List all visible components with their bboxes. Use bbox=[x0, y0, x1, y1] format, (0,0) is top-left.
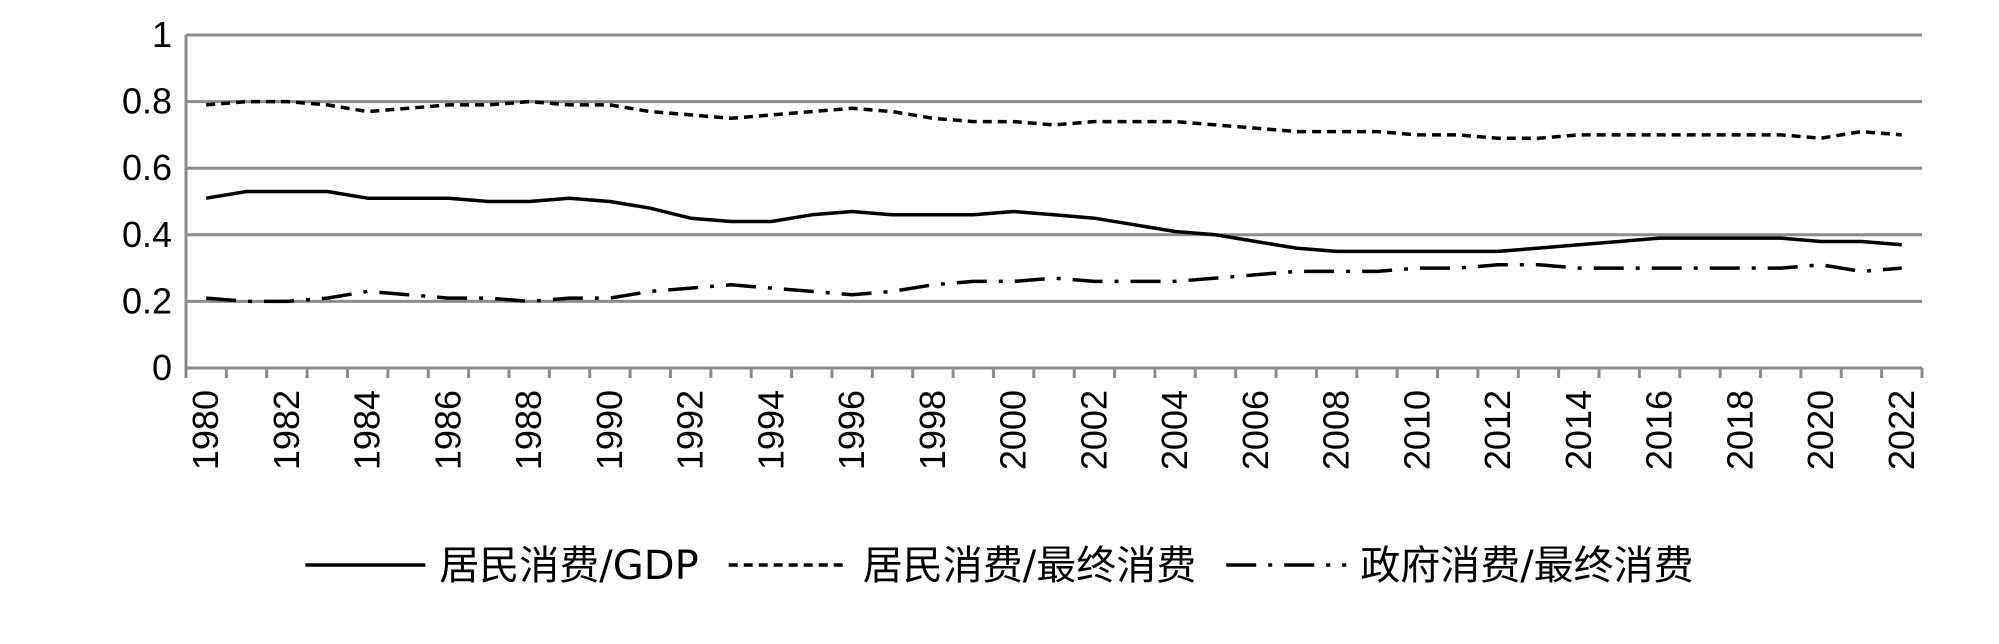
x-tick-label: 2008 bbox=[1316, 390, 1357, 470]
y-tick-labels: 0 0.2 0.4 0.6 0.8 1 bbox=[122, 14, 172, 388]
x-tick-label: 2020 bbox=[1800, 390, 1841, 470]
x-tick-label: 1986 bbox=[427, 390, 468, 470]
x-tick-label: 2002 bbox=[1073, 390, 1114, 470]
legend-label: 居民消费/GDP bbox=[439, 543, 698, 589]
series-line-3 bbox=[206, 263, 1902, 304]
y-tick-label: 0.8 bbox=[122, 81, 172, 122]
y-tick-label: 1 bbox=[152, 14, 172, 55]
x-tick-label: 2004 bbox=[1154, 390, 1195, 470]
legend: 居民消费/GDP 居民消费/最终消费 政府消费/最终消费 bbox=[305, 543, 1694, 589]
series-line-1 bbox=[205, 189, 1902, 254]
x-tick-labels: 1980 1982 1984 1986 1988 1990 1992 1994 1996 1998… bbox=[185, 390, 1922, 470]
y-tick-label: 0.4 bbox=[122, 214, 172, 255]
x-tick-label: 2010 bbox=[1396, 390, 1437, 470]
x-tick-label: 1996 bbox=[831, 390, 872, 470]
x-tick-label: 1984 bbox=[347, 390, 388, 470]
legend-label: 政府消费/最终消费 bbox=[1360, 543, 1693, 589]
legend-label: 居民消费/最终消费 bbox=[863, 543, 1196, 589]
series-lines bbox=[205, 99, 1902, 304]
y-tick-label: 0 bbox=[152, 347, 172, 388]
y-tick-label: 0.6 bbox=[122, 147, 172, 188]
x-tick-label: 2018 bbox=[1719, 390, 1760, 470]
series-line-2 bbox=[206, 99, 1902, 140]
x-tick-label: 1998 bbox=[912, 390, 953, 470]
x-tick-label: 1988 bbox=[508, 390, 549, 470]
x-tick-label: 2000 bbox=[993, 390, 1034, 470]
x-tick-label: 1994 bbox=[750, 390, 791, 470]
axes bbox=[184, 35, 1924, 378]
x-tick-label: 2022 bbox=[1881, 390, 1922, 470]
x-tick-label: 2014 bbox=[1558, 390, 1599, 470]
x-tick-label: 2006 bbox=[1235, 390, 1276, 470]
gridlines bbox=[186, 33, 1922, 303]
x-tick-label: 1992 bbox=[670, 390, 711, 470]
x-tick-label: 2012 bbox=[1477, 390, 1518, 470]
x-tick-label: 2016 bbox=[1639, 390, 1680, 470]
x-tick-label: 1980 bbox=[185, 390, 226, 470]
x-tick-label: 1982 bbox=[266, 390, 307, 470]
y-tick-label: 0.2 bbox=[122, 280, 172, 321]
x-tick-label: 1990 bbox=[589, 390, 630, 470]
